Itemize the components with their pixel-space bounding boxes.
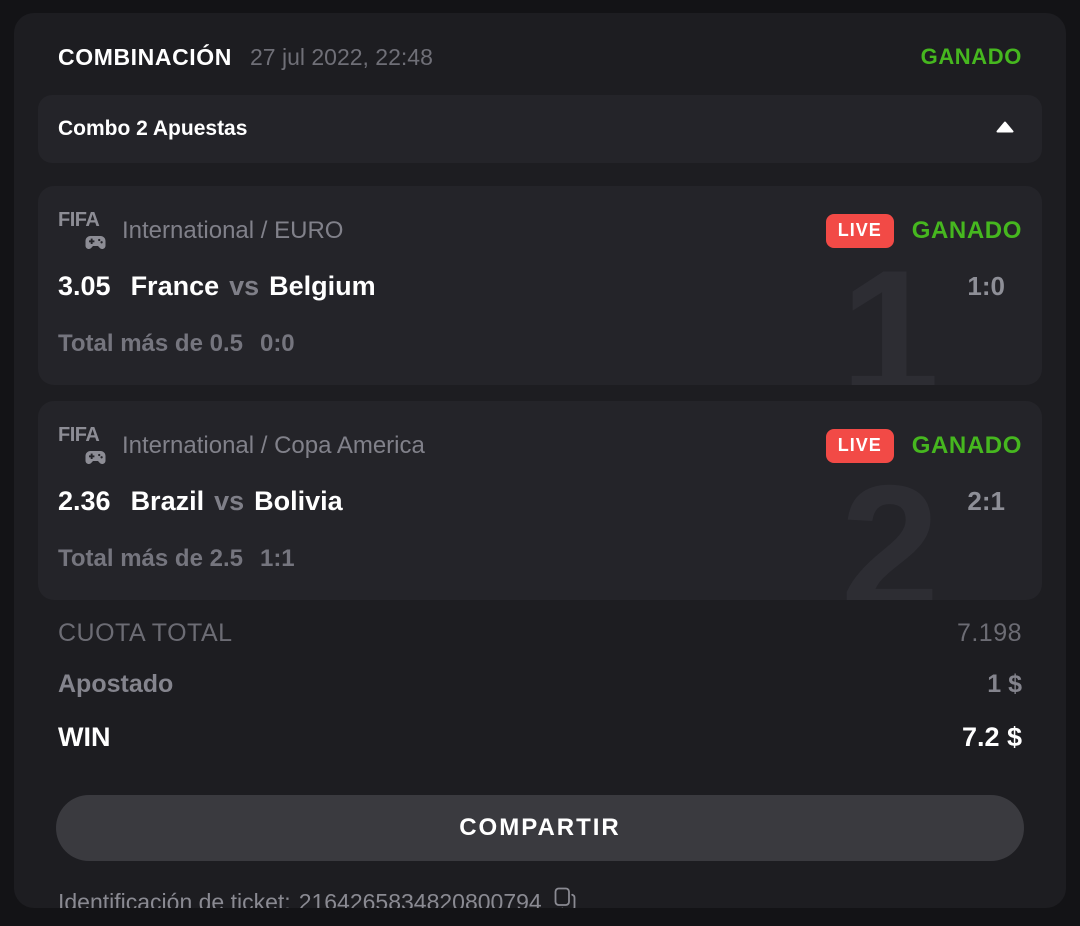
bet-card-2-league-group: FIFA International / Copa America	[58, 425, 425, 467]
live-badge: LIVE	[825, 214, 894, 248]
fifa-esports-icon: FIFA	[58, 425, 112, 467]
bet-odds: 2.36	[58, 485, 111, 516]
copy-icon[interactable]	[554, 887, 576, 908]
bet-card-2-top: FIFA International / Copa America LIVE G…	[58, 425, 1022, 467]
gamepad-icon	[85, 451, 106, 464]
ticket-type-title: COMBINACIÓN	[58, 43, 232, 70]
combo-toggle-row[interactable]: Combo 2 Apuestas	[38, 95, 1042, 163]
bet-card-1-top: FIFA International / EURO LIVE GANADO	[58, 210, 1022, 252]
bet-status-badge: GANADO	[911, 432, 1022, 459]
match-score: 1:0	[967, 270, 1005, 301]
bet-odds: 3.05	[58, 270, 111, 301]
ticket-status-badge: GANADO	[920, 44, 1022, 69]
match-line: 3.05 France vs Belgium	[58, 271, 376, 302]
bet-card-1-league-group: FIFA International / EURO	[58, 210, 343, 252]
stake-value: 1 $	[987, 669, 1022, 698]
league-label: International / EURO	[122, 217, 344, 244]
vs-label: vs	[229, 270, 260, 301]
bet-card-1-status-group: LIVE GANADO	[825, 214, 1022, 248]
win-row: WIN 7.2 $	[38, 721, 1042, 753]
market-score: 1:1	[259, 545, 295, 572]
bet-card-1-match-row: 3.05 France vs Belgium 1:0	[58, 269, 1022, 303]
bet-index-watermark: 1	[840, 233, 940, 386]
total-odds-label: CUOTA TOTAL	[58, 618, 233, 647]
live-badge: LIVE	[825, 429, 894, 463]
league-label: International / Copa America	[122, 432, 425, 459]
bet-card-1: 1 FIFA International / EURO LIVE GA	[38, 186, 1042, 385]
win-value: 7.2 $	[961, 721, 1022, 752]
bet-card-2: 2 FIFA International / Copa America LIVE	[38, 401, 1042, 600]
match-line: 2.36 Brazil vs Bolivia	[58, 486, 343, 517]
market-label: Total más de 0.5	[58, 330, 243, 357]
away-team: Bolivia	[254, 485, 343, 516]
combo-label: Combo 2 Apuestas	[58, 117, 248, 140]
bet-card-1-market-row: Total más de 0.5 0:0	[58, 330, 1022, 358]
total-odds-value: 7.198	[956, 618, 1022, 647]
ticket-header: COMBINACIÓN 27 jul 2022, 22:48 GANADO	[38, 39, 1042, 75]
home-team: France	[130, 270, 220, 301]
gamepad-icon	[85, 236, 106, 249]
share-button[interactable]: COMPARTIR	[56, 795, 1024, 861]
bet-card-2-match-row: 2.36 Brazil vs Bolivia 2:1	[58, 484, 1022, 518]
bet-status-badge: GANADO	[911, 217, 1022, 244]
stake-row: Apostado 1 $	[38, 669, 1042, 699]
bet-card-2-status-group: LIVE GANADO	[825, 429, 1022, 463]
away-team: Belgium	[269, 270, 376, 301]
ticket-id-value: 2164265834820800794	[298, 889, 542, 908]
bet-ticket-panel: COMBINACIÓN 27 jul 2022, 22:48 GANADO Co…	[14, 13, 1066, 908]
market-label: Total más de 2.5	[58, 545, 243, 572]
home-team: Brazil	[130, 485, 205, 516]
bet-index-watermark: 2	[840, 448, 940, 601]
market-score: 0:0	[259, 330, 295, 357]
match-score: 2:1	[967, 485, 1005, 516]
stake-label: Apostado	[58, 669, 174, 698]
ticket-header-left: COMBINACIÓN 27 jul 2022, 22:48	[58, 44, 433, 71]
fifa-esports-icon: FIFA	[58, 210, 112, 252]
chevron-up-icon	[996, 120, 1014, 138]
ticket-datetime: 27 jul 2022, 22:48	[249, 43, 433, 70]
total-odds-row: CUOTA TOTAL 7.198	[38, 618, 1042, 648]
ticket-id-row: Identificación de ticket: 21642658348208…	[38, 887, 1042, 908]
vs-label: vs	[214, 485, 245, 516]
bet-card-2-market-row: Total más de 2.5 1:1	[58, 545, 1022, 573]
ticket-id-label: Identificación de ticket:	[58, 889, 291, 908]
win-label: WIN	[58, 721, 111, 752]
